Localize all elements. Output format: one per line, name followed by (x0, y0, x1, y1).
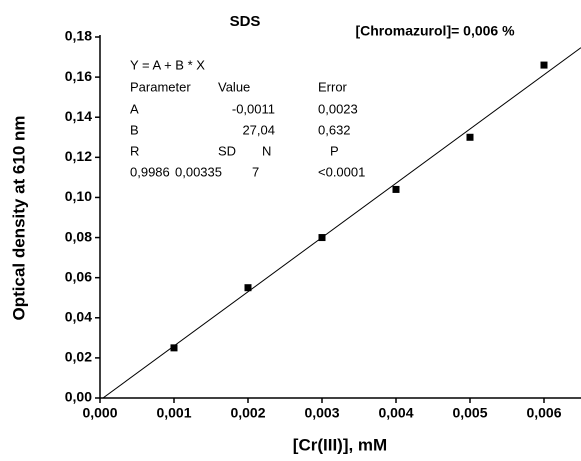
y-tick-label: 0,06 (65, 268, 92, 284)
y-tick-label: 0,04 (65, 308, 92, 324)
fit-cell: 0,632 (318, 122, 351, 137)
x-tick-label: 0,005 (452, 405, 487, 421)
fit-cell: -0,0011 (232, 101, 275, 116)
data-point (392, 185, 400, 193)
fit-header: Parameter (130, 79, 191, 94)
fit-stats-header: R (130, 143, 139, 158)
fit-cell: A (130, 101, 139, 116)
fit-cell: 0,0023 (318, 101, 358, 116)
fit-stats: 7 (252, 164, 259, 179)
data-point (540, 61, 548, 69)
y-tick-label: 0,14 (65, 108, 92, 124)
fit-equation: Y = A + B * X (130, 57, 205, 72)
y-tick-label: 0,16 (65, 68, 92, 84)
y-tick-label: 0,00 (65, 389, 92, 405)
x-tick-label: 0,001 (156, 405, 191, 421)
data-point (244, 284, 252, 292)
fit-cell: 27,04 (242, 122, 275, 137)
fit-stats: 0,9986 (130, 164, 170, 179)
x-tick-label: 0,000 (82, 405, 117, 421)
y-axis-label: Optical density at 610 nm (9, 115, 28, 320)
x-tick-label: 0,003 (304, 405, 339, 421)
data-point (170, 344, 178, 352)
y-tick-label: 0,10 (65, 188, 92, 204)
x-tick-label: 0,004 (378, 405, 413, 421)
fit-line (102, 47, 581, 398)
y-tick-label: 0,12 (65, 148, 92, 164)
y-tick-label: 0,08 (65, 228, 92, 244)
fit-stats: 0,00335 (175, 164, 222, 179)
fit-stats: <0.0001 (318, 164, 365, 179)
fit-stats-header: N (262, 143, 271, 158)
x-tick-label: 0,006 (526, 405, 561, 421)
data-point (466, 133, 474, 141)
fit-header: Value (218, 79, 250, 94)
fit-cell: B (130, 122, 139, 137)
chart-subtitle: [Chromazurol]= 0,006 % (355, 23, 515, 39)
x-axis-label: [Cr(III)], mM (293, 435, 387, 454)
y-tick-label: 0,18 (65, 28, 92, 44)
y-tick-label: 0,02 (65, 349, 92, 365)
fit-stats-header: P (330, 143, 339, 158)
x-tick-label: 0,002 (230, 405, 265, 421)
fit-stats-header: SD (218, 143, 236, 158)
fit-header: Error (318, 79, 348, 94)
chart-title: SDS (230, 13, 261, 30)
